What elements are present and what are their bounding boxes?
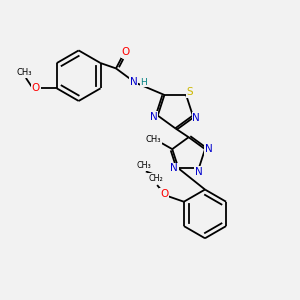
Text: O: O	[32, 83, 40, 93]
Text: CH₃: CH₃	[146, 135, 161, 144]
Text: N: N	[130, 77, 137, 87]
Text: N: N	[170, 164, 178, 173]
Text: CH₃: CH₃	[136, 161, 151, 170]
Text: CH₂: CH₂	[148, 174, 163, 183]
Text: S: S	[186, 87, 193, 97]
Text: O: O	[160, 189, 168, 199]
Text: N: N	[195, 167, 202, 177]
Text: O: O	[122, 47, 130, 57]
Text: N: N	[205, 144, 213, 154]
Text: N: N	[150, 112, 158, 122]
Text: CH₃: CH₃	[16, 68, 32, 77]
Text: N: N	[193, 113, 200, 123]
Text: H: H	[140, 78, 147, 87]
